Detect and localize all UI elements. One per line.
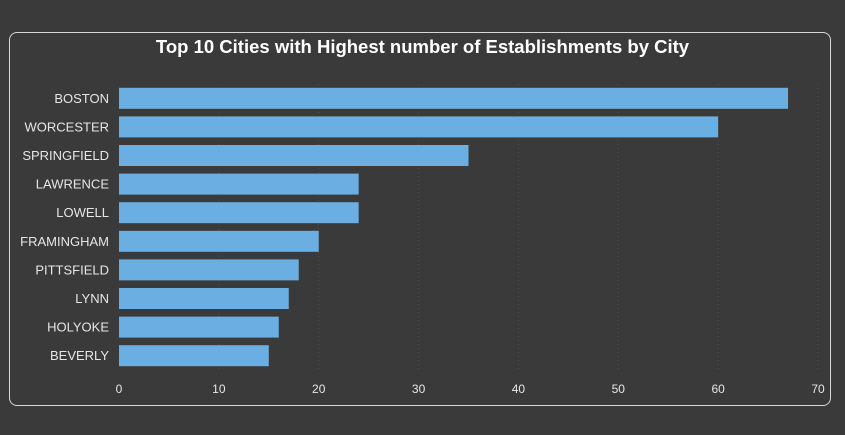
category-label: LOWELL bbox=[56, 205, 109, 220]
category-label: BOSTON bbox=[54, 91, 109, 106]
x-tick-label: 70 bbox=[811, 382, 825, 396]
x-tick-label: 0 bbox=[116, 382, 123, 396]
category-label: FRAMINGHAM bbox=[20, 234, 109, 249]
category-label: SPRINGFIELD bbox=[22, 148, 109, 163]
bar bbox=[119, 230, 319, 252]
bar bbox=[119, 173, 359, 195]
bar bbox=[119, 288, 289, 309]
x-tick-label: 20 bbox=[312, 382, 326, 396]
x-tick-label: 40 bbox=[512, 382, 526, 396]
x-tick-label: 60 bbox=[711, 382, 725, 396]
chart-title: Top 10 Cities with Highest number of Est… bbox=[155, 36, 690, 57]
category-label: LAWRENCE bbox=[36, 177, 110, 192]
bar bbox=[119, 202, 359, 224]
x-tick-label: 30 bbox=[412, 382, 426, 396]
chart-panel bbox=[9, 32, 831, 406]
bar bbox=[119, 87, 789, 109]
x-tick-label: 10 bbox=[212, 382, 226, 396]
bar bbox=[119, 345, 269, 367]
bar bbox=[119, 259, 299, 281]
category-label: HOLYOKE bbox=[47, 320, 109, 335]
category-label: WORCESTER bbox=[25, 119, 110, 134]
category-label: BEVERLY bbox=[50, 348, 109, 363]
category-label: LYNN bbox=[75, 291, 109, 306]
bar bbox=[119, 316, 279, 338]
category-label: PITTSFIELD bbox=[35, 262, 109, 277]
bar bbox=[119, 145, 469, 166]
bar bbox=[119, 116, 719, 138]
x-tick-label: 50 bbox=[612, 382, 626, 396]
